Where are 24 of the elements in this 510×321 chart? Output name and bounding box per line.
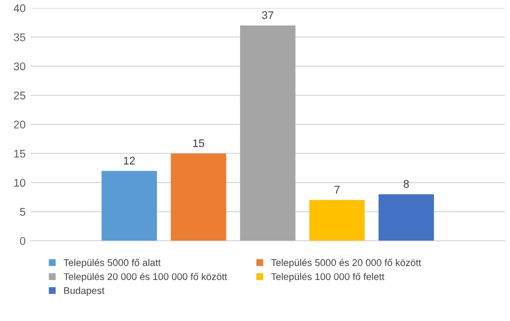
bar <box>102 170 157 241</box>
y-tick-label: 20 <box>14 120 26 129</box>
data-label: 12 <box>124 156 135 164</box>
y-tick-label: 10 <box>14 178 26 187</box>
y-tick-label: 5 <box>20 208 26 216</box>
legend-label: Település 20 000 és 100 000 fő között <box>64 272 228 282</box>
bar <box>378 194 434 241</box>
y-tick-label: 15 <box>14 150 26 158</box>
y-tick-label: 40 <box>14 4 26 12</box>
y-tick-label: 35 <box>14 33 26 42</box>
legend-label: Budapest <box>64 286 104 296</box>
bar <box>240 25 296 241</box>
y-tick-label: 30 <box>14 62 26 70</box>
data-label: 15 <box>193 139 204 148</box>
bar <box>309 200 365 241</box>
legend-label: Település 5000 és 20 000 fő között <box>271 258 422 268</box>
y-tick-label: 25 <box>14 92 26 100</box>
bar <box>170 153 226 241</box>
legend-label: Település 5000 fő alatt <box>64 258 161 268</box>
data-label: 7 <box>334 186 340 194</box>
data-label: 37 <box>262 11 274 20</box>
legend-label: Település 100 000 fő felett <box>271 272 384 282</box>
data-label: 8 <box>404 180 409 188</box>
y-tick-label: 0 <box>20 237 26 245</box>
